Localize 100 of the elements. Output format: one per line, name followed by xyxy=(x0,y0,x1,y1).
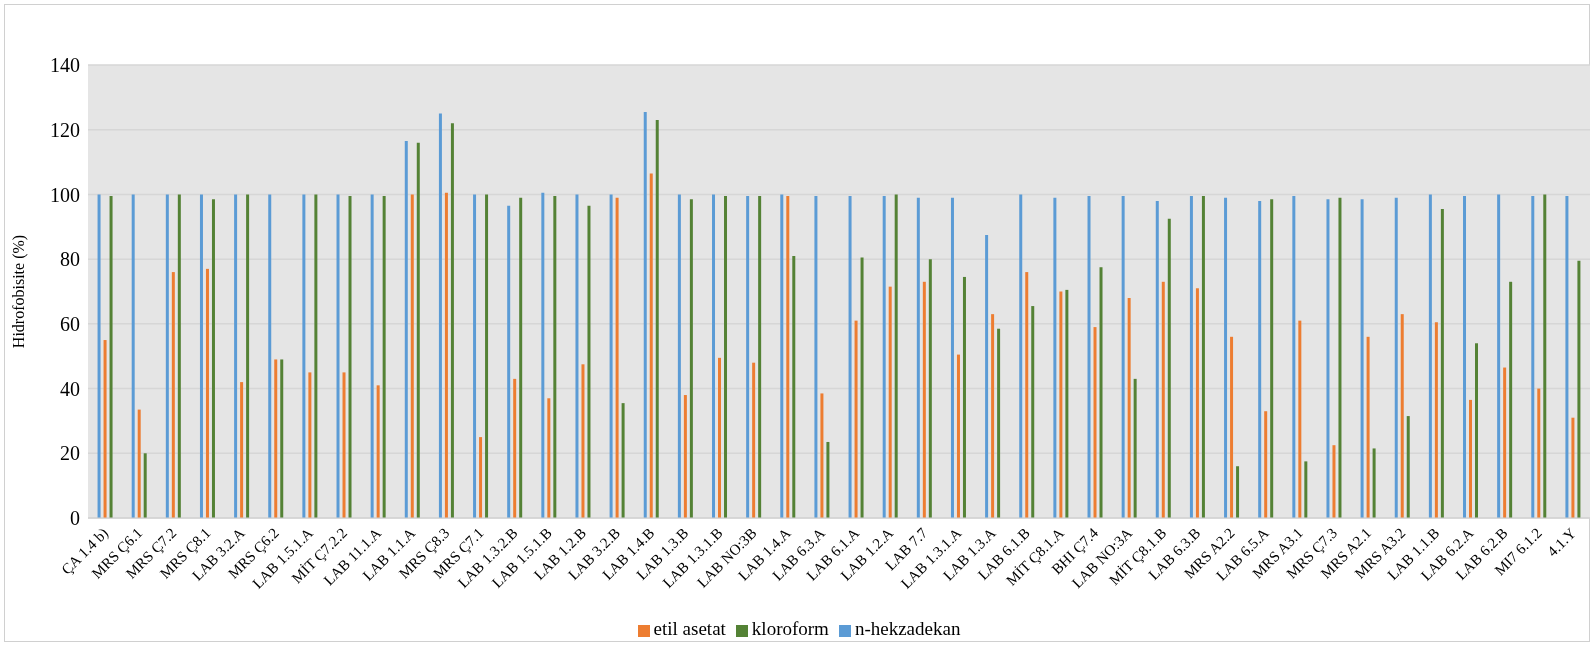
bar xyxy=(143,453,147,518)
legend-label: etil asetat xyxy=(653,618,726,639)
bar xyxy=(370,194,374,518)
bar xyxy=(1497,194,1501,518)
y-tick-label: 40 xyxy=(60,377,80,400)
bar xyxy=(1463,196,1467,518)
bar xyxy=(416,142,420,518)
bar xyxy=(1469,399,1473,518)
bar xyxy=(575,194,579,518)
bar xyxy=(854,320,858,518)
bar xyxy=(1195,288,1199,518)
bar xyxy=(677,194,681,518)
legend-label: n-hekzadekan xyxy=(854,618,961,639)
bar xyxy=(553,196,557,518)
bar xyxy=(1406,416,1410,518)
bar xyxy=(888,286,892,518)
bar xyxy=(581,364,585,518)
y-tick-label: 60 xyxy=(60,312,80,335)
bar xyxy=(916,197,920,518)
bar xyxy=(780,194,784,518)
bar xyxy=(240,382,244,518)
bar xyxy=(1099,267,1103,518)
bar xyxy=(985,234,989,518)
bar xyxy=(848,196,852,518)
bar xyxy=(199,194,203,518)
y-axis-title: Hidrofobisite (%) xyxy=(9,234,28,349)
bar xyxy=(1565,196,1569,518)
bar xyxy=(649,173,653,518)
bar xyxy=(1161,281,1165,518)
bar xyxy=(928,259,932,518)
bar xyxy=(1093,327,1097,518)
bar xyxy=(211,199,215,518)
bar xyxy=(609,194,613,518)
bar xyxy=(655,120,659,518)
bar xyxy=(1059,291,1063,518)
bar xyxy=(758,196,762,518)
bar xyxy=(1360,199,1364,518)
bar xyxy=(1019,194,1023,518)
bar xyxy=(1537,388,1541,518)
bar xyxy=(752,362,756,518)
bar xyxy=(1224,197,1228,518)
bar xyxy=(615,197,619,518)
bar xyxy=(1087,196,1091,518)
bar xyxy=(513,378,517,518)
bar xyxy=(1503,367,1507,518)
bar xyxy=(1394,197,1398,518)
bar xyxy=(507,205,511,518)
bar xyxy=(1326,199,1330,518)
bar xyxy=(950,197,954,518)
bar xyxy=(1236,466,1240,518)
bar xyxy=(1509,281,1513,518)
bar xyxy=(336,194,340,518)
bar xyxy=(1338,197,1342,518)
bar xyxy=(643,111,647,518)
bar xyxy=(860,257,864,518)
bar xyxy=(922,281,926,518)
bar xyxy=(450,123,454,518)
bar xyxy=(302,194,306,518)
bar xyxy=(1428,194,1432,518)
y-tick-label: 0 xyxy=(70,507,80,530)
bar xyxy=(1053,197,1057,518)
bar xyxy=(712,194,716,518)
bar xyxy=(109,196,113,518)
bar xyxy=(1065,289,1069,518)
bar xyxy=(1121,196,1125,518)
bar xyxy=(376,385,380,518)
bar xyxy=(1270,199,1274,518)
bar xyxy=(1025,272,1029,518)
bar xyxy=(1133,378,1137,518)
bar xyxy=(268,194,272,518)
bar xyxy=(97,194,101,518)
bar xyxy=(1258,200,1262,518)
bar xyxy=(541,192,545,518)
y-tick-label: 80 xyxy=(60,248,80,271)
bar xyxy=(171,272,175,518)
bar xyxy=(1440,208,1444,518)
bar xyxy=(103,340,107,518)
bar xyxy=(786,196,790,518)
bar xyxy=(1304,461,1308,518)
bar xyxy=(1230,336,1234,518)
bar xyxy=(587,205,591,518)
bar xyxy=(519,197,523,518)
bar xyxy=(1531,196,1535,518)
bar xyxy=(1167,218,1171,518)
bar xyxy=(234,194,238,518)
bar xyxy=(746,196,750,518)
bar xyxy=(718,357,722,518)
y-tick-label: 100 xyxy=(50,183,80,206)
bar xyxy=(1264,411,1268,518)
bar xyxy=(1201,196,1205,518)
y-tick-label: 120 xyxy=(50,118,80,141)
bar xyxy=(404,141,408,518)
bar xyxy=(205,268,209,518)
bar xyxy=(1127,297,1131,518)
bar xyxy=(438,113,442,518)
bar xyxy=(410,194,414,518)
bar xyxy=(1031,306,1035,518)
bar xyxy=(814,196,818,518)
bar xyxy=(826,441,830,518)
bar xyxy=(382,196,386,518)
